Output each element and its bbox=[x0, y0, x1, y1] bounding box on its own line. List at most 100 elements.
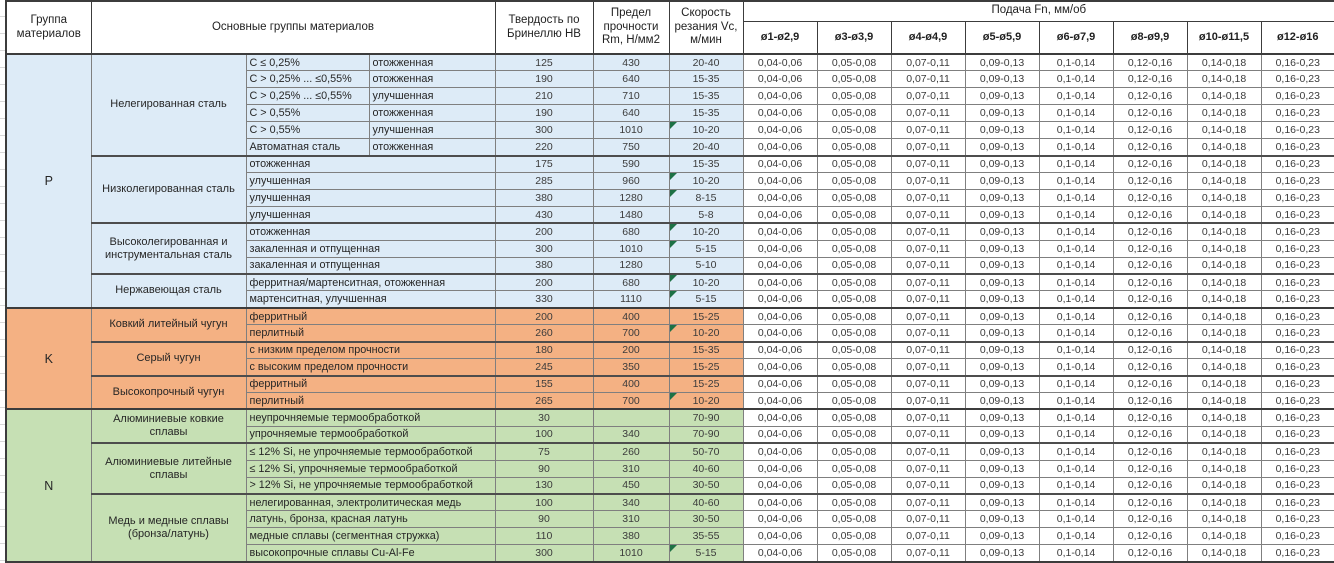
feed-value-cell[interactable]: 0,07-0,11 bbox=[890, 87, 966, 106]
feed-diameter-header[interactable]: ø3-ø3,9 bbox=[816, 20, 892, 55]
feed-value-cell[interactable]: 0,16-0,23 bbox=[1260, 121, 1334, 140]
feed-value-cell[interactable]: 0,16-0,23 bbox=[1260, 138, 1334, 157]
feed-value-cell[interactable]: 0,1-0,14 bbox=[1038, 121, 1114, 140]
feed-value-cell[interactable]: 0,09-0,13 bbox=[964, 324, 1040, 343]
cutting-speed-cell[interactable]: 35-55 bbox=[668, 527, 744, 546]
feed-value-cell[interactable]: 0,1-0,14 bbox=[1038, 476, 1114, 495]
feed-diameter-header[interactable]: ø5-ø5,9 bbox=[964, 20, 1040, 55]
feed-value-cell[interactable]: 0,12-0,16 bbox=[1112, 154, 1188, 173]
feed-value-cell[interactable]: 0,09-0,13 bbox=[964, 459, 1040, 478]
feed-value-cell[interactable]: 0,05-0,08 bbox=[816, 171, 892, 190]
feed-value-cell[interactable]: 0,04-0,06 bbox=[742, 391, 818, 410]
hardness-cell[interactable]: 100 bbox=[494, 492, 594, 512]
strength-cell[interactable]: 1110 bbox=[592, 290, 670, 309]
group-letter-cell[interactable]: N bbox=[5, 408, 92, 563]
cutting-speed-cell[interactable]: 8-15 bbox=[668, 188, 744, 207]
cutting-speed-cell[interactable]: 15-35 bbox=[668, 340, 744, 360]
spec-cell[interactable]: упрочняемые термообработкой bbox=[245, 425, 496, 444]
subgroup-name-cell[interactable]: Алюминиевые ковкие сплавы bbox=[90, 408, 247, 444]
feed-value-cell[interactable]: 0,04-0,06 bbox=[742, 442, 818, 461]
feed-value-cell[interactable]: 0,12-0,16 bbox=[1112, 442, 1188, 461]
hardness-cell[interactable]: 180 bbox=[494, 340, 594, 360]
cutting-speed-cell[interactable]: 10-20 bbox=[668, 391, 744, 410]
feed-value-cell[interactable]: 0,09-0,13 bbox=[964, 53, 1040, 72]
group-letter-cell[interactable]: P bbox=[5, 53, 92, 309]
feed-value-cell[interactable]: 0,16-0,23 bbox=[1260, 442, 1334, 461]
feed-value-cell[interactable]: 0,05-0,08 bbox=[816, 239, 892, 258]
strength-cell[interactable]: 380 bbox=[592, 527, 670, 546]
feed-value-cell[interactable]: 0,07-0,11 bbox=[890, 492, 966, 512]
feed-diameter-header[interactable]: ø12-ø16 bbox=[1260, 20, 1334, 55]
cutting-speed-cell[interactable]: 15-25 bbox=[668, 306, 744, 326]
feed-value-cell[interactable]: 0,12-0,16 bbox=[1112, 324, 1188, 343]
feed-value-cell[interactable]: 0,07-0,11 bbox=[890, 527, 966, 546]
feed-value-cell[interactable]: 0,1-0,14 bbox=[1038, 425, 1114, 444]
spec-cell[interactable]: мартенситная, улучшенная bbox=[245, 290, 496, 309]
subgroup-name-cell[interactable]: Ковкий литейный чугун bbox=[90, 306, 247, 343]
hardness-cell[interactable]: 260 bbox=[494, 324, 594, 343]
feed-value-cell[interactable]: 0,09-0,13 bbox=[964, 476, 1040, 495]
feed-value-cell[interactable]: 0,12-0,16 bbox=[1112, 492, 1188, 512]
feed-value-cell[interactable]: 0,12-0,16 bbox=[1112, 121, 1188, 140]
feed-value-cell[interactable]: 0,09-0,13 bbox=[964, 290, 1040, 309]
feed-value-cell[interactable]: 0,09-0,13 bbox=[964, 205, 1040, 224]
feed-value-cell[interactable]: 0,05-0,08 bbox=[816, 510, 892, 529]
subgroup-name-cell[interactable]: Высоколегированная и инструментальная ст… bbox=[90, 222, 247, 275]
spec-cell[interactable]: закаленная и отпущенная bbox=[245, 256, 496, 275]
feed-value-cell[interactable]: 0,09-0,13 bbox=[964, 544, 1040, 563]
spec-cell[interactable]: высокопрочные сплавы Cu-Al-Fe bbox=[245, 544, 496, 563]
feed-value-cell[interactable]: 0,1-0,14 bbox=[1038, 256, 1114, 275]
header-material-group[interactable]: Группа материалов bbox=[5, 0, 92, 55]
strength-cell[interactable]: 680 bbox=[592, 222, 670, 241]
spec-cell[interactable]: улучшенная bbox=[245, 188, 496, 207]
feed-value-cell[interactable]: 0,14-0,18 bbox=[1186, 87, 1262, 106]
hardness-cell[interactable]: 30 bbox=[494, 408, 594, 427]
feed-value-cell[interactable]: 0,05-0,08 bbox=[816, 340, 892, 360]
spec-cell[interactable]: ферритный bbox=[245, 374, 496, 393]
feed-value-cell[interactable]: 0,07-0,11 bbox=[890, 272, 966, 292]
hardness-cell[interactable]: 125 bbox=[494, 53, 594, 72]
feed-value-cell[interactable]: 0,14-0,18 bbox=[1186, 442, 1262, 461]
cutting-speed-cell[interactable]: 40-60 bbox=[668, 459, 744, 478]
feed-value-cell[interactable]: 0,12-0,16 bbox=[1112, 171, 1188, 190]
spec-cell[interactable]: улучшенная bbox=[245, 171, 496, 190]
cutting-speed-cell[interactable]: 15-35 bbox=[668, 154, 744, 173]
feed-value-cell[interactable]: 0,1-0,14 bbox=[1038, 222, 1114, 241]
hardness-cell[interactable]: 200 bbox=[494, 272, 594, 292]
feed-value-cell[interactable]: 0,16-0,23 bbox=[1260, 358, 1334, 377]
spec-cell[interactable]: латунь, бронза, красная латунь bbox=[245, 510, 496, 529]
feed-value-cell[interactable]: 0,09-0,13 bbox=[964, 272, 1040, 292]
feed-diameter-header[interactable]: ø6-ø7,9 bbox=[1038, 20, 1114, 55]
strength-cell[interactable]: 350 bbox=[592, 358, 670, 377]
strength-cell[interactable]: 400 bbox=[592, 306, 670, 326]
feed-value-cell[interactable]: 0,14-0,18 bbox=[1186, 154, 1262, 173]
feed-value-cell[interactable]: 0,16-0,23 bbox=[1260, 476, 1334, 495]
spec-cell[interactable]: Автоматная сталь bbox=[245, 138, 370, 157]
cutting-speed-cell[interactable]: 10-20 bbox=[668, 324, 744, 343]
feed-value-cell[interactable]: 0,05-0,08 bbox=[816, 53, 892, 72]
spec-cell[interactable]: медные сплавы (сегментная стружка) bbox=[245, 527, 496, 546]
state-cell[interactable]: отожженная bbox=[368, 53, 496, 72]
feed-value-cell[interactable]: 0,16-0,23 bbox=[1260, 272, 1334, 292]
feed-value-cell[interactable]: 0,14-0,18 bbox=[1186, 121, 1262, 140]
feed-value-cell[interactable]: 0,09-0,13 bbox=[964, 391, 1040, 410]
feed-value-cell[interactable]: 0,12-0,16 bbox=[1112, 527, 1188, 546]
cutting-speed-cell[interactable]: 15-35 bbox=[668, 104, 744, 123]
feed-value-cell[interactable]: 0,07-0,11 bbox=[890, 391, 966, 410]
feed-value-cell[interactable]: 0,12-0,16 bbox=[1112, 239, 1188, 258]
feed-value-cell[interactable]: 0,12-0,16 bbox=[1112, 104, 1188, 123]
feed-value-cell[interactable]: 0,12-0,16 bbox=[1112, 544, 1188, 563]
feed-value-cell[interactable]: 0,1-0,14 bbox=[1038, 205, 1114, 224]
feed-value-cell[interactable]: 0,09-0,13 bbox=[964, 425, 1040, 444]
hardness-cell[interactable]: 430 bbox=[494, 205, 594, 224]
cutting-speed-cell[interactable]: 10-20 bbox=[668, 171, 744, 190]
header-cutting-speed[interactable]: Скорость резания Vc, м/мин bbox=[668, 0, 744, 55]
feed-value-cell[interactable]: 0,07-0,11 bbox=[890, 239, 966, 258]
feed-value-cell[interactable]: 0,07-0,11 bbox=[890, 340, 966, 360]
spec-cell[interactable]: ферритная/мартенситная, отожженная bbox=[245, 272, 496, 292]
feed-value-cell[interactable]: 0,09-0,13 bbox=[964, 154, 1040, 173]
feed-value-cell[interactable]: 0,04-0,06 bbox=[742, 205, 818, 224]
hardness-cell[interactable]: 210 bbox=[494, 87, 594, 106]
feed-value-cell[interactable]: 0,14-0,18 bbox=[1186, 171, 1262, 190]
feed-value-cell[interactable]: 0,05-0,08 bbox=[816, 544, 892, 563]
